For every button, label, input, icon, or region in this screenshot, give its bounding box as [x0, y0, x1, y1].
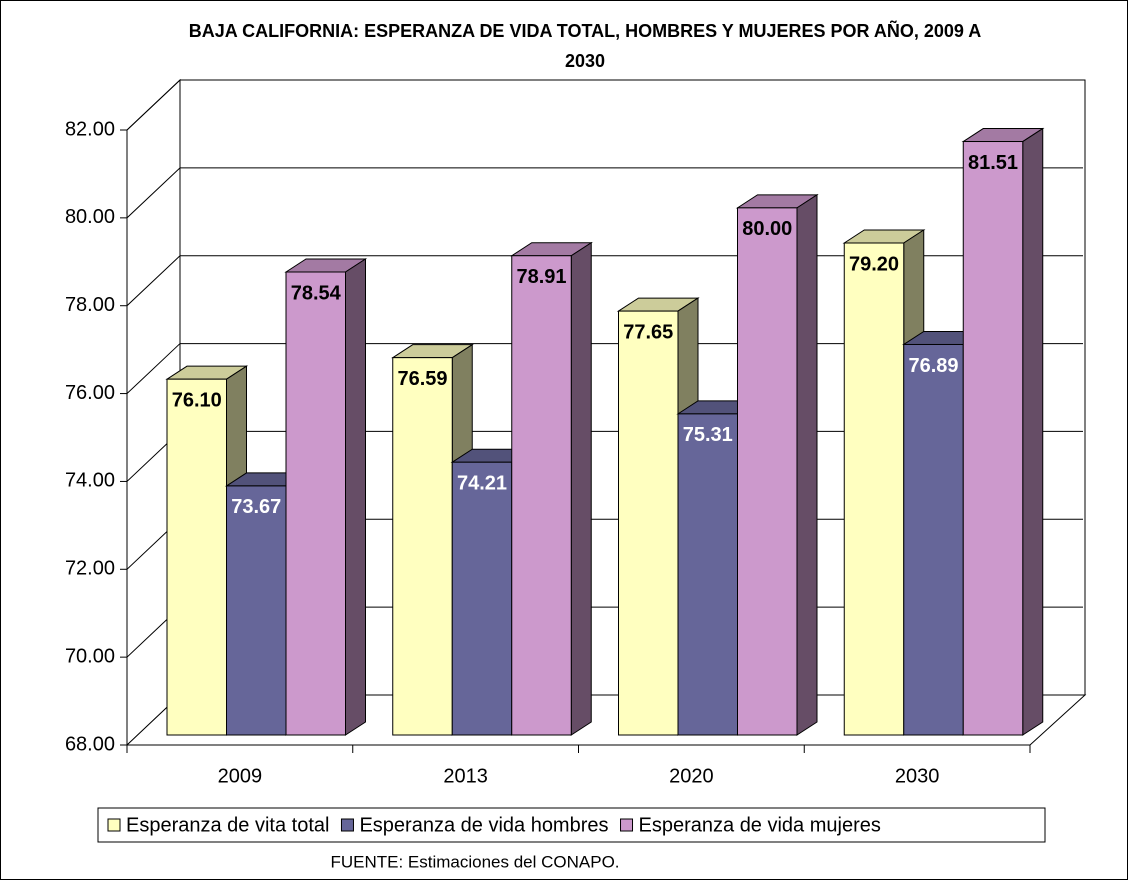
y-tick-label: 82.00 — [65, 118, 115, 140]
data-label: 81.51 — [968, 152, 1018, 174]
legend-label: Esperanza de vida mujeres — [639, 814, 881, 836]
y-tick-label: 80.00 — [65, 206, 115, 228]
grid-line — [126, 79, 1083, 131]
bar-side — [570, 241, 592, 736]
bar — [962, 141, 1024, 736]
x-tick-label: 2013 — [443, 765, 488, 787]
bar — [737, 207, 798, 736]
y-tick-label: 78.00 — [65, 294, 115, 316]
data-label: 76.59 — [397, 368, 447, 390]
bar — [903, 343, 964, 736]
data-label: 77.65 — [623, 321, 673, 343]
x-tick-label: 2020 — [669, 765, 714, 787]
bar — [511, 255, 572, 736]
bar — [226, 485, 287, 736]
bar — [843, 242, 905, 736]
data-label: 79.20 — [849, 253, 899, 275]
data-label: 76.89 — [908, 355, 958, 377]
data-label: 78.54 — [291, 282, 342, 304]
legend-label: Esperanza de vita total — [126, 814, 329, 836]
legend-label: Esperanza de vida hombres — [359, 814, 608, 836]
legend-swatch — [340, 818, 354, 832]
grid-line — [126, 167, 1083, 219]
x-tick-label: 2030 — [895, 765, 940, 787]
data-label: 80.00 — [742, 218, 792, 240]
legend-box — [97, 807, 1046, 843]
bar-side — [1022, 127, 1044, 736]
bar — [392, 357, 453, 736]
y-tick-label: 70.00 — [65, 645, 115, 667]
legend-swatch — [107, 818, 121, 832]
bar-side — [345, 258, 366, 736]
bar-side — [796, 193, 818, 736]
bar — [677, 413, 738, 736]
bar — [285, 271, 346, 736]
source-note: FUENTE: Estimaciones del CONAPO. — [330, 852, 619, 871]
data-label: 74.21 — [457, 472, 507, 494]
y-tick-label: 76.00 — [65, 382, 115, 404]
legend-swatch — [620, 818, 634, 832]
data-label: 76.10 — [172, 389, 222, 411]
data-label: 73.67 — [231, 496, 281, 518]
bar — [451, 461, 513, 736]
x-tick-label: 2009 — [218, 765, 263, 787]
y-tick-label: 68.00 — [65, 733, 115, 755]
bar — [166, 378, 227, 736]
chart-title: BAJA CALIFORNIA: ESPERANZA DE VIDA TOTAL… — [188, 21, 982, 71]
bar — [618, 310, 679, 736]
y-tick-label: 74.00 — [65, 470, 115, 492]
data-label: 75.31 — [683, 424, 733, 446]
data-label: 78.91 — [516, 266, 566, 288]
y-tick-label: 72.00 — [65, 558, 115, 580]
